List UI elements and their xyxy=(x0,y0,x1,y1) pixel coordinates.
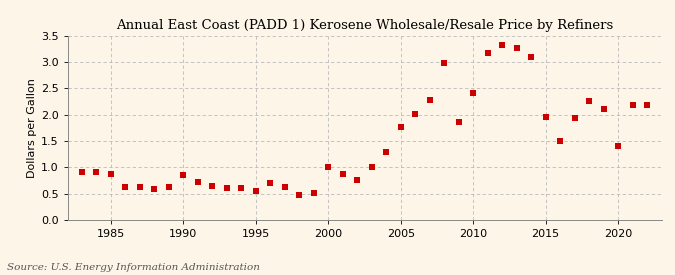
Text: Source: U.S. Energy Information Administration: Source: U.S. Energy Information Administ… xyxy=(7,263,260,272)
Title: Annual East Coast (PADD 1) Kerosene Wholesale/Resale Price by Refiners: Annual East Coast (PADD 1) Kerosene Whol… xyxy=(116,19,613,32)
Y-axis label: Dollars per Gallon: Dollars per Gallon xyxy=(26,78,36,178)
